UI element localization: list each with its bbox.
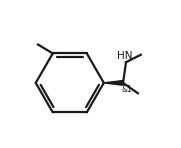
Text: &1: &1	[122, 86, 132, 94]
Text: HN: HN	[117, 51, 132, 61]
Polygon shape	[104, 81, 123, 85]
